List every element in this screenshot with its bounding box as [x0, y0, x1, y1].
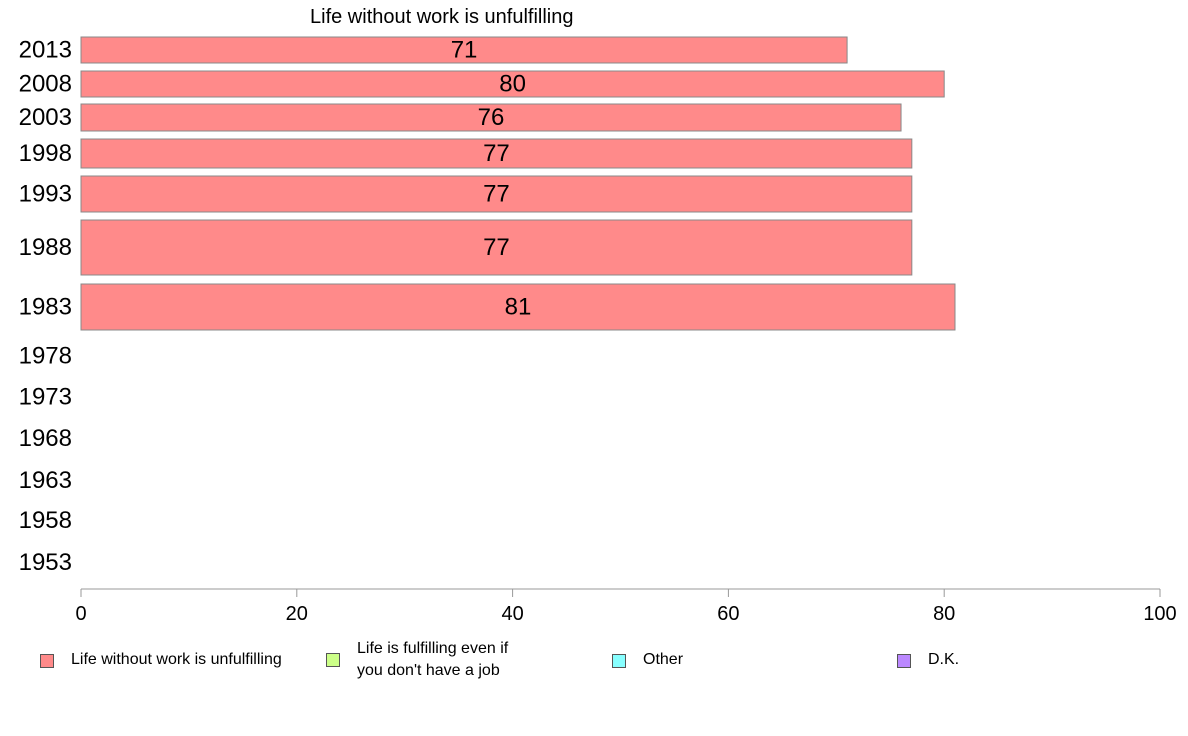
- legend-label: Life without work is unfulfilling: [71, 651, 282, 668]
- y-tick-label: 1978: [19, 343, 72, 370]
- bar: [80, 283, 956, 331]
- y-tick-label: 2003: [19, 104, 72, 131]
- x-tick-label: 0: [75, 603, 86, 625]
- data-label: 76: [478, 104, 505, 131]
- data-label: 81: [505, 294, 532, 321]
- x-tick-label: 20: [286, 603, 308, 625]
- y-tick-label: 1968: [19, 425, 72, 452]
- legend: Life without work is unfulfilling Life i…: [0, 638, 1188, 698]
- legend-item-fulfilling: Life is fulfilling even if you don't hav…: [326, 638, 508, 682]
- y-tick-label: 1983: [19, 294, 72, 321]
- bar-value-labels: 71 80 76 77 77 77 81: [451, 37, 532, 321]
- y-tick-label: 1953: [19, 549, 72, 576]
- y-tick-label: 1963: [19, 467, 72, 494]
- y-tick-label: 2013: [19, 37, 72, 64]
- x-axis: 0 20 40 60 80 100: [75, 588, 1177, 625]
- x-tick-label: 80: [933, 603, 955, 625]
- x-tick-label: 100: [1143, 603, 1176, 625]
- legend-label: Other: [643, 651, 684, 668]
- data-label: 77: [483, 140, 510, 167]
- legend-label: Life is fulfilling even if you don't hav…: [357, 640, 509, 679]
- y-tick-label: 1973: [19, 384, 72, 411]
- data-label: 77: [483, 234, 510, 261]
- bar: [80, 103, 902, 132]
- data-label: 80: [499, 71, 526, 98]
- data-label: 77: [483, 181, 510, 208]
- legend-swatch-fulfilling: [326, 653, 340, 667]
- bar: [80, 219, 913, 276]
- legend-label: D.K.: [928, 651, 960, 668]
- chart-title: Life without work is unfulfilling: [310, 6, 574, 28]
- y-tick-label: 1993: [19, 181, 72, 208]
- legend-swatch-other: [612, 654, 626, 668]
- bar: [80, 175, 913, 213]
- legend-item-dk: D.K.: [897, 649, 959, 671]
- y-tick-label: 2008: [19, 71, 72, 98]
- y-axis-labels: 2013 2008 2003 1998 1993 1988 1983 1978 1973 1968…: [19, 37, 72, 577]
- bar: [80, 138, 913, 169]
- y-tick-label: 1958: [19, 507, 72, 534]
- x-tick-label: 60: [717, 603, 739, 625]
- bar-chart: 2013 2008 2003 1998 1993 1988 1983 1978 1973 1968…: [19, 36, 1177, 625]
- x-tick-label: 40: [501, 603, 523, 625]
- legend-item-unfulfilling: Life without work is unfulfilling: [40, 649, 282, 671]
- legend-swatch-unfulfilling: [40, 654, 54, 668]
- bar: [80, 36, 848, 64]
- y-tick-label: 1988: [19, 234, 72, 261]
- legend-swatch-dk: [897, 654, 911, 668]
- bars: [80, 36, 956, 331]
- legend-item-other: Other: [612, 649, 683, 671]
- y-tick-label: 1998: [19, 140, 72, 167]
- data-label: 71: [451, 37, 478, 64]
- bar: [80, 70, 945, 98]
